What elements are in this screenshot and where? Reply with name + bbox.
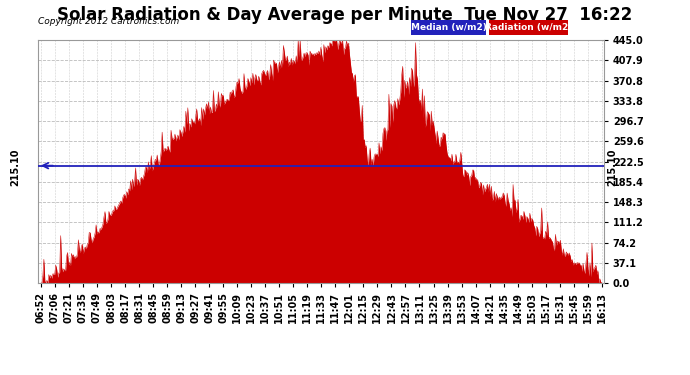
Text: Median (w/m2): Median (w/m2) <box>411 23 486 32</box>
Text: 215.10: 215.10 <box>10 148 20 186</box>
Text: 215.10: 215.10 <box>608 148 618 186</box>
Text: Copyright 2012 Cartronics.com: Copyright 2012 Cartronics.com <box>38 17 179 26</box>
Text: Solar Radiation & Day Average per Minute  Tue Nov 27  16:22: Solar Radiation & Day Average per Minute… <box>57 6 633 24</box>
Text: Radiation (w/m2): Radiation (w/m2) <box>484 23 572 32</box>
